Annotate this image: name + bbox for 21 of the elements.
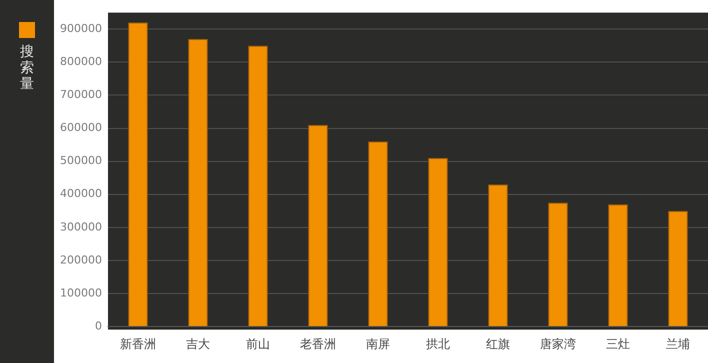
y-tick-label: 800000 [60, 55, 102, 68]
y-tick-label: 300000 [60, 220, 102, 234]
legend-label: 搜索量 [20, 44, 34, 92]
x-tick-label: 兰埔 [666, 336, 690, 351]
y-tick-label: 200000 [60, 253, 102, 266]
y-tick-label: 400000 [60, 187, 102, 200]
x-tick-label: 三灶 [606, 336, 630, 351]
x-tick-label: 老香洲 [300, 336, 336, 351]
y-tick-label: 0 [94, 319, 102, 332]
y-tick-label: 700000 [60, 88, 102, 102]
x-tick-label: 吉大 [186, 336, 210, 351]
y-tick-label: 500000 [60, 154, 102, 168]
x-tick-label: 新香洲 [120, 336, 156, 351]
x-tick-label: 红旗 [486, 336, 510, 351]
x-tick-label: 前山 [246, 336, 270, 351]
x-tick-label: 唐家湾 [540, 336, 576, 351]
y-tick-label: 600000 [60, 121, 102, 134]
x-tick-label: 拱北 [426, 336, 450, 351]
y-tick-label: 900000 [60, 22, 102, 35]
y-tick-label: 100000 [60, 286, 102, 300]
x-tick-label: 南屏 [366, 336, 390, 351]
